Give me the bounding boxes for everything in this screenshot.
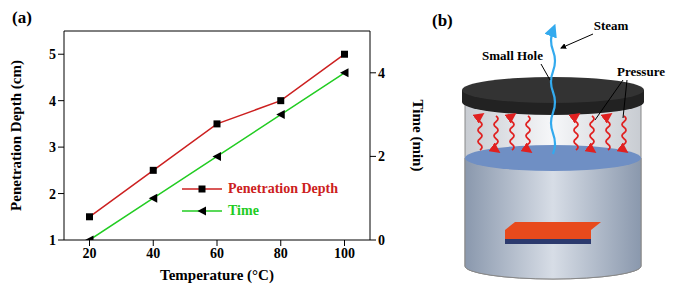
- svg-text:Temperature (°C): Temperature (°C): [160, 267, 274, 284]
- svg-text:3: 3: [49, 140, 56, 155]
- svg-text:80: 80: [274, 246, 288, 261]
- svg-text:Small Hole: Small Hole: [482, 48, 543, 63]
- svg-text:100: 100: [334, 246, 355, 261]
- svg-text:1: 1: [49, 233, 56, 248]
- svg-text:Penetration Depth (cm): Penetration Depth (cm): [8, 60, 25, 211]
- html-text:Time: Time: [228, 203, 259, 218]
- svg-text:20: 20: [83, 246, 97, 261]
- svg-text:60: 60: [210, 246, 224, 261]
- svg-text:Pressure: Pressure: [617, 64, 665, 79]
- svg-text:4: 4: [378, 66, 385, 81]
- svg-text:2: 2: [49, 187, 56, 202]
- html-text:(a): (a): [12, 8, 32, 27]
- svg-text:40: 40: [146, 246, 160, 261]
- svg-text:5: 5: [49, 47, 56, 62]
- svg-text:(b): (b): [432, 11, 453, 30]
- svg-text:2: 2: [378, 149, 385, 164]
- svg-text:Steam: Steam: [594, 18, 629, 33]
- svg-text:Time (min): Time (min): [409, 100, 426, 172]
- svg-text:4: 4: [49, 94, 56, 109]
- svg-text:0: 0: [378, 233, 385, 248]
- html-text:Penetration Depth: Penetration Depth: [228, 181, 338, 196]
